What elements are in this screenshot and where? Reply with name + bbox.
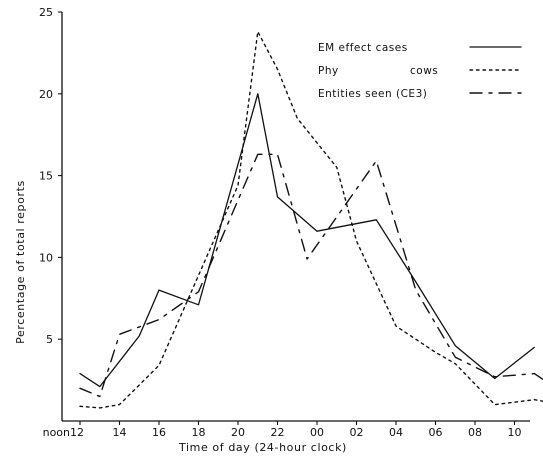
y-axis-ticks: 5 10 15 20 25 — [39, 6, 62, 346]
x-tick-label: 08 — [468, 426, 482, 439]
legend-item-entities-seen: Entities seen (CE3) — [318, 88, 522, 100]
x-tick-label: 04 — [389, 426, 403, 439]
y-tick-label: 5 — [46, 333, 53, 346]
x-tick-label: 20 — [231, 426, 245, 439]
x-tick-label: 18 — [192, 426, 206, 439]
y-tick-label: 10 — [39, 251, 53, 264]
legend-item-em-effect: EM effect cases — [318, 42, 522, 54]
series-layer — [79, 30, 543, 409]
series-em-effect-cases — [79, 93, 535, 388]
legend-label: EM effect cases — [318, 42, 408, 54]
y-tick-label: 25 — [39, 6, 53, 19]
x-tick-label: 22 — [271, 426, 285, 439]
x-axis-title: Time of day (24-hour clock) — [178, 441, 347, 454]
x-tick-label: 16 — [152, 426, 166, 439]
series-entities-seen — [79, 153, 543, 398]
series-phy-cows — [79, 30, 543, 409]
y-tick-label: 15 — [39, 170, 53, 183]
chart-legend: EM effect cases Phy cows Entities seen (C… — [318, 42, 522, 100]
y-axis-title: Percentage of total reports — [14, 180, 27, 344]
y-tick-label: 20 — [39, 88, 53, 101]
x-axis-ticks: noon12141618202200020406081012noon — [43, 421, 522, 439]
x-tick-label: noon12 — [43, 426, 84, 439]
x-tick-label: 00 — [310, 426, 324, 439]
x-tick-label: 02 — [350, 426, 364, 439]
x-tick-label: 10 — [508, 426, 522, 439]
x-tick-label: 06 — [429, 426, 443, 439]
legend-item-phy-cows: Phy cows — [318, 65, 522, 77]
legend-label: Phy cows — [318, 65, 438, 77]
x-tick-label: 14 — [113, 426, 127, 439]
legend-label: Entities seen (CE3) — [318, 88, 427, 100]
chart-axes — [61, 12, 530, 422]
